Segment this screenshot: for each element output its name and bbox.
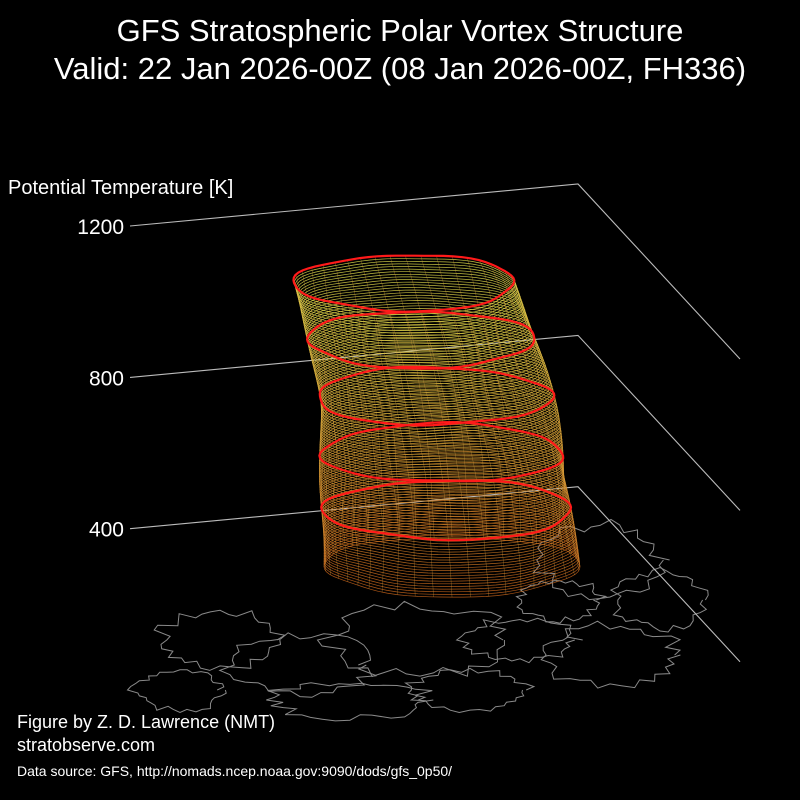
chart-title: GFS Stratospheric Polar Vortex Structure	[116, 13, 684, 48]
z-tick-label: 400	[89, 519, 124, 542]
data-source-note: Data source: GFS, http://nomads.ncep.noa…	[17, 763, 453, 779]
coastline-map	[126, 518, 709, 722]
figure-credit: Figure by Z. D. Lawrence (NMT)	[17, 712, 276, 732]
z-axis-label: Potential Temperature [K]	[8, 177, 233, 199]
highlight-contour-ring	[318, 420, 565, 483]
highlight-contour-ring	[318, 365, 556, 427]
website-credit: stratobserve.com	[17, 735, 156, 755]
highlight-contour-ring	[292, 254, 516, 313]
potential-temperature-axis: 400 800 1200	[77, 183, 741, 663]
vortex-isosurface	[293, 255, 581, 598]
z-tick-label: 1200	[77, 216, 124, 239]
chart-subtitle-valid-time: Valid: 22 Jan 2026-00Z (08 Jan 2026-00Z,…	[53, 51, 747, 86]
highlight-contours	[292, 254, 573, 542]
highlight-contour-ring	[320, 479, 573, 542]
z-tick-label: 800	[89, 367, 124, 390]
highlight-contour-ring	[305, 310, 536, 370]
